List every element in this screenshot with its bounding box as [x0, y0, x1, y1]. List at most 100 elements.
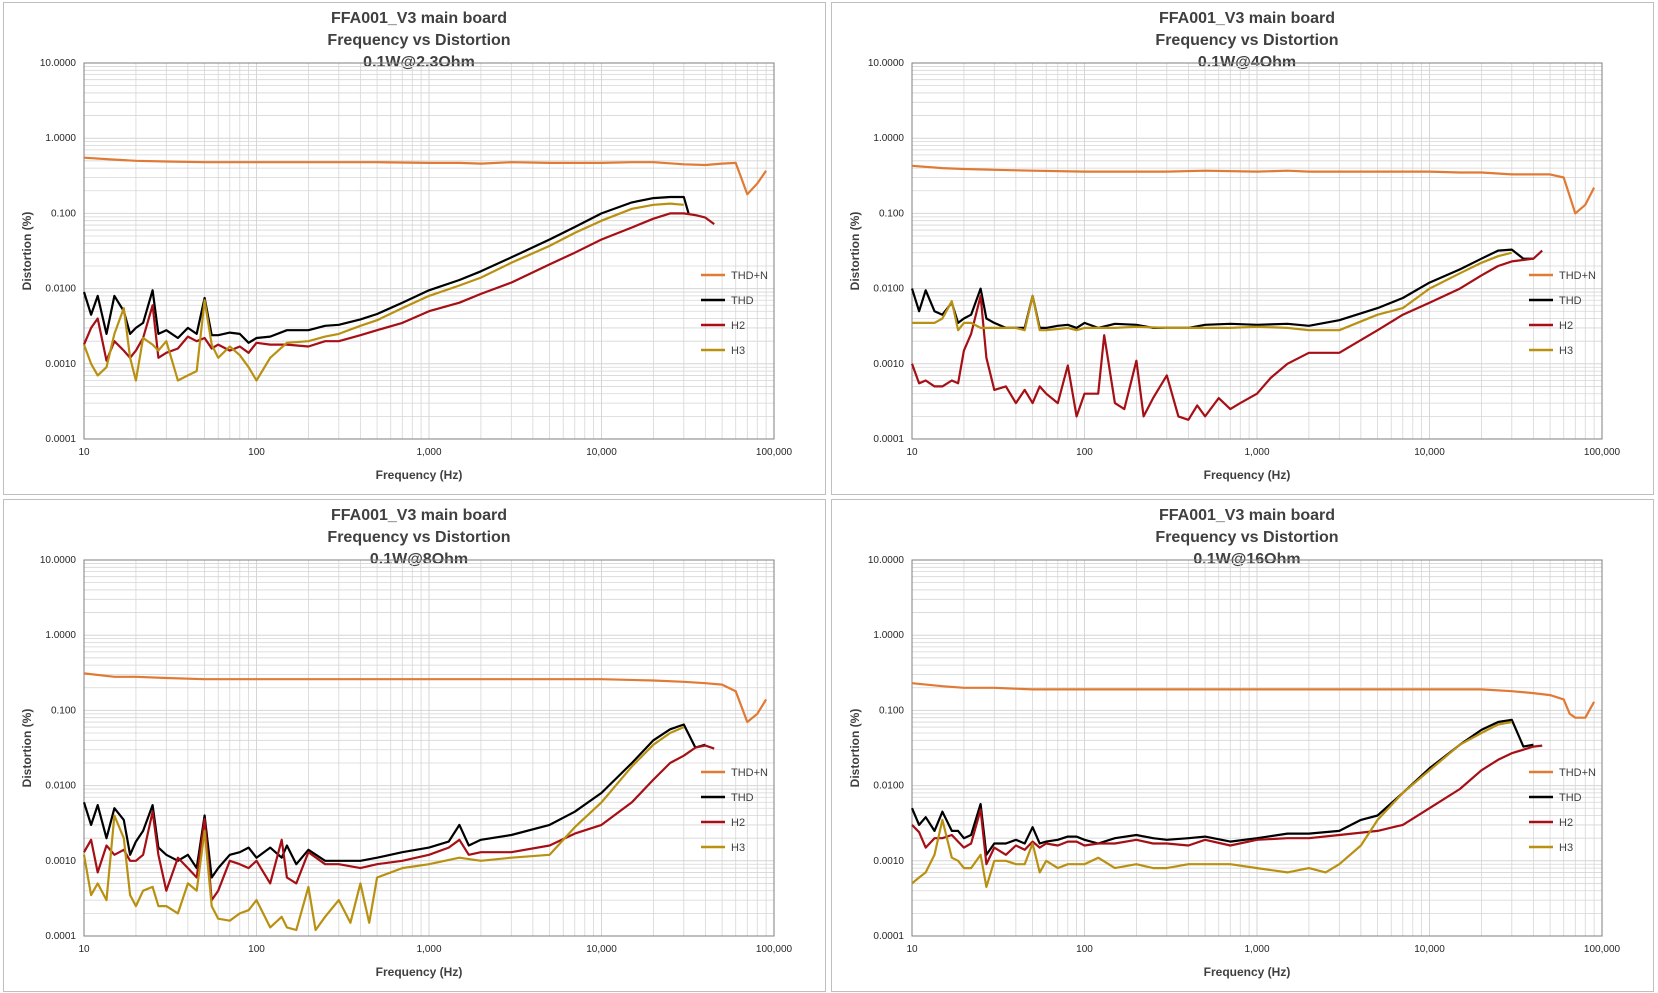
chart-title-line: FFA001_V3 main board [331, 10, 507, 27]
x-tick-label: 10 [906, 447, 918, 458]
series-line-thd [82, 723, 706, 879]
chart-title-line: FFA001_V3 main board [1159, 10, 1335, 27]
y-tick-label: 0.0100 [873, 284, 904, 295]
grid [83, 62, 775, 440]
legend-label: THD [731, 295, 754, 307]
chart-title-line: FFA001_V3 main board [331, 507, 507, 524]
series-line-h3 [911, 720, 1512, 888]
x-tick-label: 10,000 [1414, 944, 1445, 955]
y-tick-label: 1.0000 [873, 630, 904, 641]
y-tick-label: 0.0100 [45, 284, 76, 295]
x-tick-label: 1,000 [1244, 944, 1269, 955]
legend-label: THD+N [731, 767, 768, 779]
chart-panel-8ohm: FFA001_V3 main board Frequency vs Distort… [3, 499, 826, 992]
legend-label: H3 [1559, 345, 1573, 357]
chart-panel-2-3ohm: FFA001_V3 main board Frequency vs Distort… [3, 2, 826, 495]
x-tick-label: 10,000 [586, 447, 617, 458]
y-tick-label: 0.100 [879, 208, 904, 219]
series-line-thdplusn [83, 156, 768, 196]
legend-label: H2 [731, 320, 745, 332]
series-line-h3 [912, 251, 1513, 332]
x-axis-label: Frequency (Hz) [1204, 468, 1291, 482]
chart-panel-16ohm: FFA001_V3 main board Frequency vs Distort… [831, 499, 1654, 992]
x-tick-label: 100,000 [1584, 447, 1621, 458]
legend-label: H3 [731, 345, 745, 357]
x-axis-label: Frequency (Hz) [376, 468, 463, 482]
legend-label: THD [731, 792, 754, 804]
y-tick-label: 0.0100 [45, 781, 76, 792]
x-tick-label: 10,000 [586, 944, 617, 955]
series-line-h3 [82, 202, 684, 382]
x-axis-label: Frequency (Hz) [1204, 965, 1291, 979]
x-tick-label: 100,000 [756, 944, 793, 955]
y-tick-label: 0.0100 [873, 781, 904, 792]
chart-title-line: Frequency vs Distortion [1155, 32, 1338, 49]
x-tick-label: 100,000 [1584, 944, 1621, 955]
x-tick-label: 100 [1076, 944, 1093, 955]
series-line-h2 [910, 249, 1543, 421]
x-axis-label: Frequency (Hz) [376, 965, 463, 979]
x-tick-label: 10 [78, 944, 90, 955]
y-tick-label: 10.0000 [868, 555, 905, 566]
x-tick-label: 10,000 [1414, 447, 1445, 458]
grid [83, 559, 775, 937]
chart-panel-4ohm: FFA001_V3 main board Frequency vs Distort… [831, 2, 1654, 495]
chart-title-line: Frequency vs Distortion [327, 529, 510, 546]
x-tick-label: 100,000 [756, 447, 793, 458]
y-tick-label: 0.0001 [873, 931, 904, 942]
x-tick-label: 1,000 [416, 447, 441, 458]
legend-label: H3 [731, 842, 745, 854]
x-tick-label: 10 [78, 447, 90, 458]
series-line-thdplusn [911, 682, 1596, 719]
y-tick-label: 0.100 [51, 705, 76, 716]
legend-label: THD+N [1559, 767, 1596, 779]
y-axis-label: Distortion (%) [20, 709, 34, 788]
legend-label: H2 [731, 817, 745, 829]
y-tick-label: 0.0001 [45, 931, 76, 942]
y-tick-label: 0.100 [879, 705, 904, 716]
y-tick-label: 0.100 [51, 208, 76, 219]
legend-label: H2 [1559, 817, 1573, 829]
chart-svg: FFA001_V3 main board Frequency vs Distort… [20, 10, 793, 482]
x-tick-label: 100 [248, 447, 265, 458]
legend-label: H3 [1559, 842, 1573, 854]
y-axis-label: Distortion (%) [848, 709, 862, 788]
y-tick-label: 1.0000 [45, 133, 76, 144]
series-line-h2 [83, 744, 715, 902]
series-line-thd [82, 195, 690, 344]
y-tick-label: 0.0001 [45, 434, 76, 445]
y-axis-label: Distortion (%) [20, 212, 34, 291]
grid [911, 559, 1603, 937]
chart-svg: FFA001_V3 main board Frequency vs Distort… [848, 507, 1621, 979]
series-line-h3 [82, 726, 685, 932]
legend-label: THD [1559, 295, 1582, 307]
y-axis-label: Distortion (%) [848, 212, 862, 291]
y-tick-label: 0.0010 [873, 359, 904, 370]
legend-label: THD+N [731, 270, 768, 282]
y-tick-label: 0.0010 [45, 359, 76, 370]
plot-border [911, 559, 1603, 937]
chart-svg: FFA001_V3 main board Frequency vs Distort… [20, 507, 793, 979]
series-line-thdplusn [83, 672, 768, 724]
y-tick-label: 10.0000 [40, 555, 77, 566]
y-tick-label: 10.0000 [40, 58, 77, 69]
chart-title-line: Frequency vs Distortion [1155, 529, 1338, 546]
series-line-thd [910, 248, 1534, 329]
x-tick-label: 1,000 [416, 944, 441, 955]
plot-border [83, 62, 775, 440]
legend-label: H2 [1559, 320, 1573, 332]
x-tick-label: 10 [906, 944, 918, 955]
legend-label: THD [1559, 792, 1582, 804]
series-line-h2 [911, 744, 1543, 866]
x-tick-label: 100 [248, 944, 265, 955]
chart-title-line: FFA001_V3 main board [1159, 507, 1335, 524]
x-tick-label: 1,000 [1244, 447, 1269, 458]
chart-title-line: Frequency vs Distortion [327, 32, 510, 49]
legend-label: THD+N [1559, 270, 1596, 282]
series-line-thdplusn [911, 164, 1596, 215]
plot-border [83, 559, 775, 937]
y-tick-label: 0.0001 [873, 434, 904, 445]
x-tick-label: 100 [1076, 447, 1093, 458]
y-tick-label: 1.0000 [873, 133, 904, 144]
y-tick-label: 0.0010 [45, 856, 76, 867]
